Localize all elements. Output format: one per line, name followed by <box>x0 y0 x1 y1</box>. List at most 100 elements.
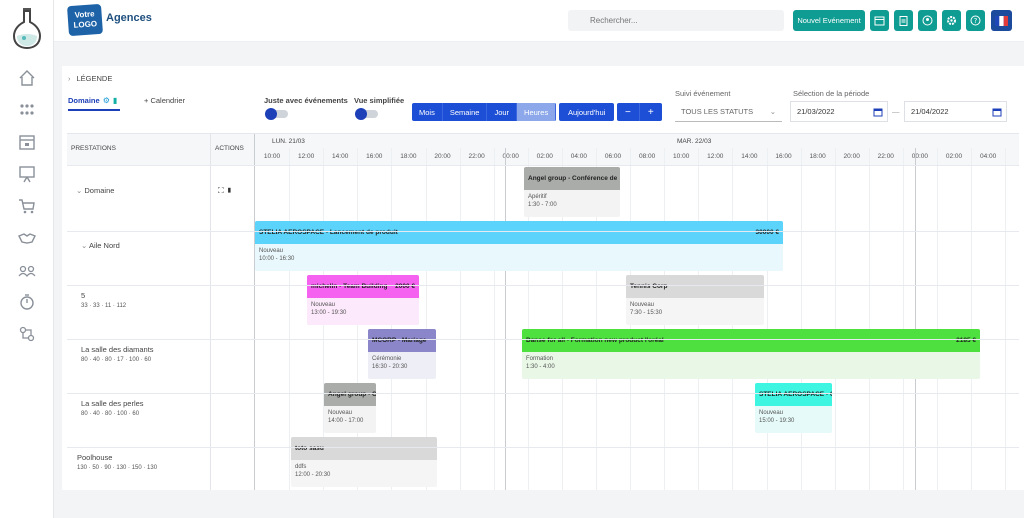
row-aile-nord[interactable]: ⌄ Aile Nord <box>81 241 120 250</box>
new-event-button[interactable]: Nouvel Evénement <box>793 10 865 31</box>
status-select[interactable]: TOUS LES STATUTS ⌄ <box>675 101 782 122</box>
simplified-view-toggle[interactable] <box>355 108 378 120</box>
time-tick: 12:00 <box>707 153 724 160</box>
view-heures-button[interactable]: Heures <box>517 103 557 121</box>
home-icon[interactable] <box>17 68 37 88</box>
hierarchy-icon[interactable]: ⛶ <box>218 186 224 195</box>
event-price: 2185 € <box>956 337 976 344</box>
event-header: Danse for all - Formation new product l'… <box>522 329 980 352</box>
grid-line <box>834 148 836 490</box>
trash-icon[interactable]: ▮ <box>225 186 233 195</box>
grid-line <box>254 134 255 490</box>
users-icon[interactable] <box>17 260 37 280</box>
time-tick: 22:00 <box>877 153 894 160</box>
event-status: Nouveau <box>259 248 284 254</box>
event-time: 13:00 - 19:30 <box>311 310 347 316</box>
event-status: Apéritif <box>528 194 547 200</box>
today-button[interactable]: Aujourd'hui <box>559 103 615 121</box>
event-card[interactable]: STELIA AEROSPACE - C Nouveau 15:00 - 19:30 <box>755 383 832 433</box>
grid-header <box>67 134 1019 165</box>
legend-toggle[interactable]: › LÉGENDE <box>68 74 112 83</box>
event-card[interactable]: toto sasu ddfs 12:00 - 20:30 <box>291 437 437 487</box>
only-events-toggle[interactable] <box>265 108 288 120</box>
stopwatch-icon[interactable] <box>17 292 37 312</box>
settings-button[interactable] <box>942 10 961 31</box>
grid-line <box>868 148 870 490</box>
date-to-input[interactable]: 21/04/2022 <box>904 101 1007 122</box>
svg-text:?: ? <box>974 17 978 25</box>
settings-nodes-icon[interactable] <box>17 324 37 344</box>
event-time: 16:30 - 20:30 <box>372 364 408 370</box>
top-bar: Votre LOGO Agences Nouvel Evénement ? <box>54 0 1024 42</box>
tab-domaine[interactable]: Domaine ⚙ ▮ <box>68 96 117 105</box>
flask-logo-icon[interactable] <box>11 6 43 50</box>
event-card[interactable]: Tennis Corp Nouveau 7:30 - 15:30 <box>626 275 764 325</box>
brand-logo[interactable]: Votre LOGO <box>66 3 104 37</box>
event-status: Nouveau <box>630 302 655 308</box>
event-header: michelin - Team Building 2000 € <box>307 275 419 298</box>
presentation-icon[interactable] <box>17 164 37 184</box>
grid-line <box>527 148 529 490</box>
room-name: 5 <box>81 291 86 300</box>
trash-icon[interactable]: ▮ <box>112 96 118 105</box>
calendar-icon[interactable] <box>17 132 37 152</box>
time-tick: 20:00 <box>434 153 451 160</box>
event-title: Angel group - Conférence de <box>528 175 618 182</box>
gear-icon[interactable]: ⚙ <box>102 96 110 105</box>
event-body: Cérémonie 16:30 - 20:30 <box>368 352 436 374</box>
profile-button[interactable] <box>918 10 937 31</box>
room-name: La salle des diamants <box>81 345 154 354</box>
groups-icon[interactable] <box>17 100 37 120</box>
language-button[interactable] <box>991 10 1012 31</box>
event-title: MCORP - Mariage <box>372 337 427 344</box>
help-button[interactable]: ? <box>966 10 985 31</box>
event-header: STELIA AEROSPACE - C <box>755 383 832 406</box>
gear-icon <box>947 16 956 25</box>
event-card[interactable]: MCORP - Mariage Cérémonie 16:30 - 20:30 <box>368 329 436 379</box>
event-time: 7:30 - 15:30 <box>630 310 663 316</box>
side-rail <box>0 0 54 518</box>
calendar-icon[interactable] <box>992 107 1002 117</box>
clipboard-button[interactable] <box>894 10 913 31</box>
time-tick: 22:00 <box>468 153 485 160</box>
event-card[interactable]: Angel group - Conférence de Apéritif 1:30 … <box>524 167 620 217</box>
calendar-button[interactable] <box>870 10 889 31</box>
time-tick: 00:00 <box>911 153 929 160</box>
view-semaine-button[interactable]: Semaine <box>443 103 488 121</box>
event-time: 14:00 - 17:00 <box>328 418 364 424</box>
event-header: STELIA AEROSPACE - Lancement de produit 3… <box>255 221 783 244</box>
search-input[interactable] <box>568 10 784 31</box>
handshake-icon[interactable] <box>17 228 37 248</box>
event-header: Tennis Corp <box>626 275 764 298</box>
event-header: Angel group - C <box>324 383 376 406</box>
time-tick: 10:00 <box>673 153 690 160</box>
chevron-right-icon: › <box>68 74 71 83</box>
calendar-icon[interactable] <box>873 107 883 117</box>
active-tab-indicator <box>68 109 120 111</box>
event-body: Formation 1:30 - 4:00 <box>522 352 980 374</box>
row-domaine[interactable]: ⌄ Domaine <box>76 186 114 195</box>
row-divider <box>67 165 1019 166</box>
date-from-input[interactable]: 21/03/2022 <box>790 101 888 122</box>
cart-icon[interactable] <box>17 196 37 216</box>
zoom-out-button[interactable]: − <box>617 103 640 121</box>
tab-calendrier[interactable]: + Calendrier <box>144 96 186 105</box>
event-title: STELIA AEROSPACE - Lancement de produit <box>259 229 398 236</box>
event-card[interactable]: michelin - Team Building 2000 € Nouveau 13:… <box>307 275 419 325</box>
grid-line <box>915 148 916 490</box>
event-price: 30000 € <box>755 229 780 236</box>
view-mois-button[interactable]: Mois <box>412 103 443 121</box>
grid-line <box>505 148 506 490</box>
room-name: Aile Nord <box>88 241 120 250</box>
event-body: Nouveau 15:00 - 19:30 <box>755 406 832 428</box>
event-card[interactable]: STELIA AEROSPACE - Lancement de produit 3… <box>255 221 783 271</box>
event-time: 1:30 - 7:00 <box>528 202 557 208</box>
event-card[interactable]: Angel group - C Nouveau 14:00 - 17:00 <box>324 383 376 433</box>
time-tick: 00:00 <box>502 153 519 160</box>
event-body: Nouveau 13:00 - 19:30 <box>307 298 419 320</box>
view-jour-button[interactable]: Jour <box>487 103 518 121</box>
time-tick: 14:00 <box>332 153 349 160</box>
zoom-in-button[interactable]: + <box>647 106 654 118</box>
event-card[interactable]: Danse for all - Formation new product l'… <box>522 329 980 379</box>
event-body: ddfs 12:00 - 20:30 <box>291 460 437 482</box>
